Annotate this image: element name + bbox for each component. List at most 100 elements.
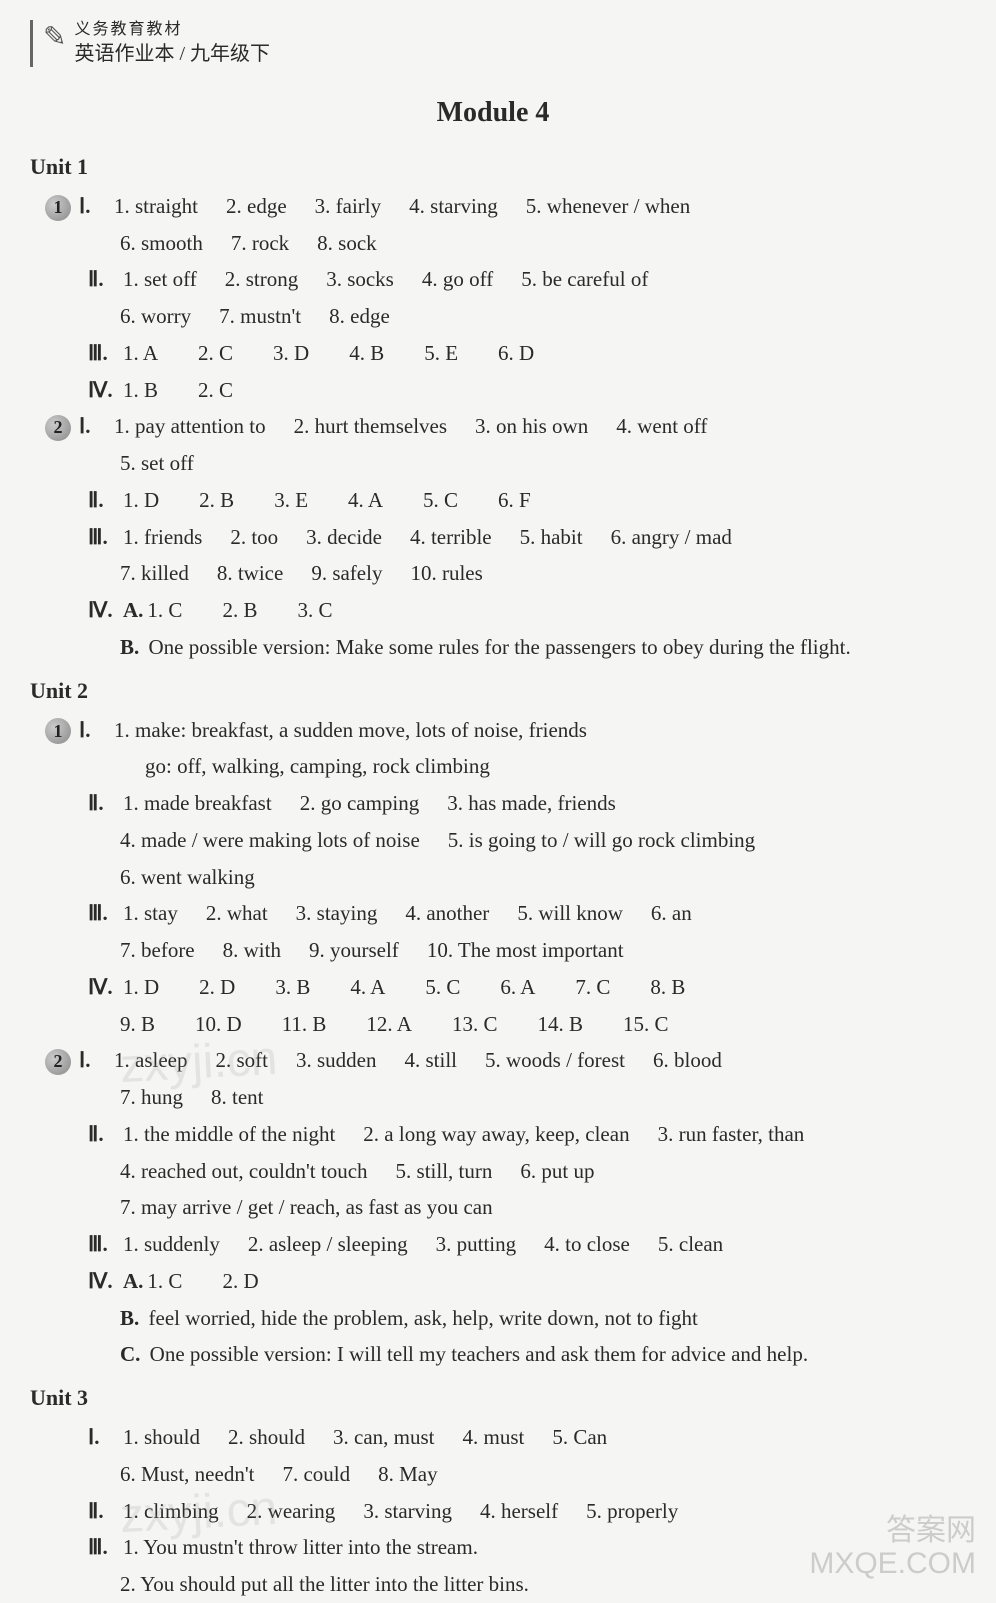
ans: 6. blood — [653, 1042, 722, 1079]
ans: 3. fairly — [315, 188, 381, 225]
ans: 2. C — [198, 372, 233, 409]
roman-I: Ⅰ. — [79, 712, 114, 749]
ans: 1. C — [147, 592, 182, 629]
ans: 1. friends — [123, 519, 202, 556]
ans: 9. B — [120, 1006, 155, 1043]
roman-IV: Ⅳ. — [88, 592, 123, 629]
ans: 4. to close — [544, 1226, 630, 1263]
ans: 5. still, turn — [396, 1153, 493, 1190]
unit2-title: Unit 2 — [30, 678, 956, 704]
ans: 6. D — [498, 335, 534, 372]
ans: 2. a long way away, keep, clean — [363, 1116, 629, 1153]
ans: 1. the middle of the night — [123, 1116, 335, 1153]
u2-b1-IV-c2: 9. B 10. D 11. B 12. A 13. C 14. B 15. C — [120, 1006, 956, 1043]
ans: 4. reached out, couldn't touch — [120, 1153, 368, 1190]
roman-II: Ⅱ. — [88, 482, 123, 519]
ans: 7. hung — [120, 1079, 183, 1116]
ans: 4. starving — [409, 188, 498, 225]
ans: 6. went walking — [120, 859, 255, 896]
ans: 5. be careful of — [521, 261, 648, 298]
ans: 6. put up — [520, 1153, 594, 1190]
logo-icon: ✎ — [43, 20, 66, 54]
u1-b2-II: Ⅱ. 1. D 2. B 3. E 4. A 5. C 6. F — [88, 482, 956, 519]
ans: 6. angry / mad — [611, 519, 732, 556]
u2-b1-III-c2: 7. before 8. with 9. yourself 10. The mo… — [120, 932, 956, 969]
ans: 2. soft — [215, 1042, 268, 1079]
ans: 4. made / were making lots of noise — [120, 822, 420, 859]
roman-III: Ⅲ. — [88, 1226, 123, 1263]
ans: 10. D — [195, 1006, 242, 1043]
module-title: Module 4 — [30, 97, 956, 129]
header-line1: 义务教育教材 — [74, 20, 270, 41]
ans-sentence: One possible version: I will tell my tea… — [150, 1342, 808, 1366]
corner-wm-2: MXQE.COM — [809, 1547, 976, 1580]
ans: 1. pay attention to — [114, 408, 266, 445]
ans: 5. Can — [552, 1419, 607, 1456]
ans: 1. make: breakfast, a sudden move, lots … — [114, 712, 587, 749]
ans: 1. asleep — [114, 1042, 187, 1079]
u2-b2-II: Ⅱ. 1. the middle of the night 2. a long … — [88, 1116, 956, 1153]
ans: 1. suddenly — [123, 1226, 220, 1263]
ans: 9. safely — [311, 555, 382, 592]
ans: 5. will know — [517, 895, 623, 932]
roman-III: Ⅲ. — [88, 895, 123, 932]
circled-1: 1 — [45, 718, 71, 744]
ans: 4. A — [350, 969, 385, 1006]
ans: 7. could — [282, 1456, 350, 1493]
ans: 3. socks — [326, 261, 394, 298]
ans: 7. rock — [231, 225, 289, 262]
ans: 1. should — [123, 1419, 200, 1456]
ans: 3. staying — [296, 895, 378, 932]
ans: 5. clean — [658, 1226, 723, 1263]
roman-IV: Ⅳ. — [88, 1263, 123, 1300]
ans: 15. C — [623, 1006, 669, 1043]
ans: 2. B — [222, 592, 257, 629]
u1-b1-III: Ⅲ. 1. A 2. C 3. D 4. B 5. E 6. D — [88, 335, 956, 372]
u2-b1-II-c3: 6. went walking — [120, 859, 956, 896]
ans: 3. on his own — [475, 408, 588, 445]
ans: 1. C — [147, 1263, 182, 1300]
u1-b1-II: Ⅱ. 1. set off 2. strong 3. socks 4. go o… — [88, 261, 956, 298]
u2-b2-II-c2: 4. reached out, couldn't touch 5. still,… — [120, 1153, 956, 1190]
ans: 8. B — [650, 969, 685, 1006]
ans: 4. went off — [616, 408, 707, 445]
ans: 2. D — [222, 1263, 258, 1300]
ans: 2. edge — [226, 188, 287, 225]
ans: 2. asleep / sleeping — [248, 1226, 408, 1263]
roman-II: Ⅱ. — [88, 785, 123, 822]
u1-b2-IV-B: B. One possible version: Make some rules… — [120, 629, 956, 666]
u2-b1-III: Ⅲ. 1. stay 2. what 3. staying 4. another… — [88, 895, 956, 932]
u1-b1-I-cont: 6. smooth 7. rock 8. sock — [120, 225, 956, 262]
ans: 7. mustn't — [219, 298, 301, 335]
ans: 10. rules — [410, 555, 482, 592]
circled-2: 2 — [45, 1049, 71, 1075]
ans: 4. still — [404, 1042, 457, 1079]
ans: 8. edge — [329, 298, 390, 335]
u3-I: Ⅰ. 1. should 2. should 3. can, must 4. m… — [88, 1419, 956, 1456]
letter-B: B. — [120, 1306, 139, 1330]
ans: 12. A — [366, 1006, 412, 1043]
ans: 5. C — [423, 482, 458, 519]
ans: 8. twice — [217, 555, 283, 592]
ans: 4. must — [463, 1419, 525, 1456]
ans: 1. D — [123, 969, 159, 1006]
u2-b2-I: 2 Ⅰ. 1. asleep 2. soft 3. sudden 4. stil… — [45, 1042, 956, 1079]
ans: 7. may arrive / get / reach, as fast as … — [120, 1189, 493, 1226]
roman-I: Ⅰ. — [79, 408, 114, 445]
u2-b2-IV-B: B. feel worried, hide the problem, ask, … — [120, 1300, 956, 1337]
ans: 5. C — [425, 969, 460, 1006]
u1-b2-IV-A: Ⅳ. A. 1. C 2. B 3. C — [88, 592, 956, 629]
ans: 6. smooth — [120, 225, 203, 262]
ans: 5. whenever / when — [526, 188, 690, 225]
ans: 8. May — [378, 1456, 438, 1493]
ans: 2. too — [230, 519, 278, 556]
ans: 3. run faster, than — [658, 1116, 805, 1153]
ans-sentence: 1. You mustn't throw litter into the str… — [123, 1529, 478, 1566]
u1-b1-I: 1 Ⅰ. 1. straight 2. edge 3. fairly 4. st… — [45, 188, 956, 225]
ans: 3. can, must — [333, 1419, 434, 1456]
letter-C: C. — [120, 1342, 140, 1366]
page-header: ✎ 义务教育教材 英语作业本 / 九年级下 — [30, 20, 956, 67]
ans: 3. putting — [436, 1226, 517, 1263]
ans: 1. set off — [123, 261, 197, 298]
roman-III: Ⅲ. — [88, 1529, 123, 1566]
